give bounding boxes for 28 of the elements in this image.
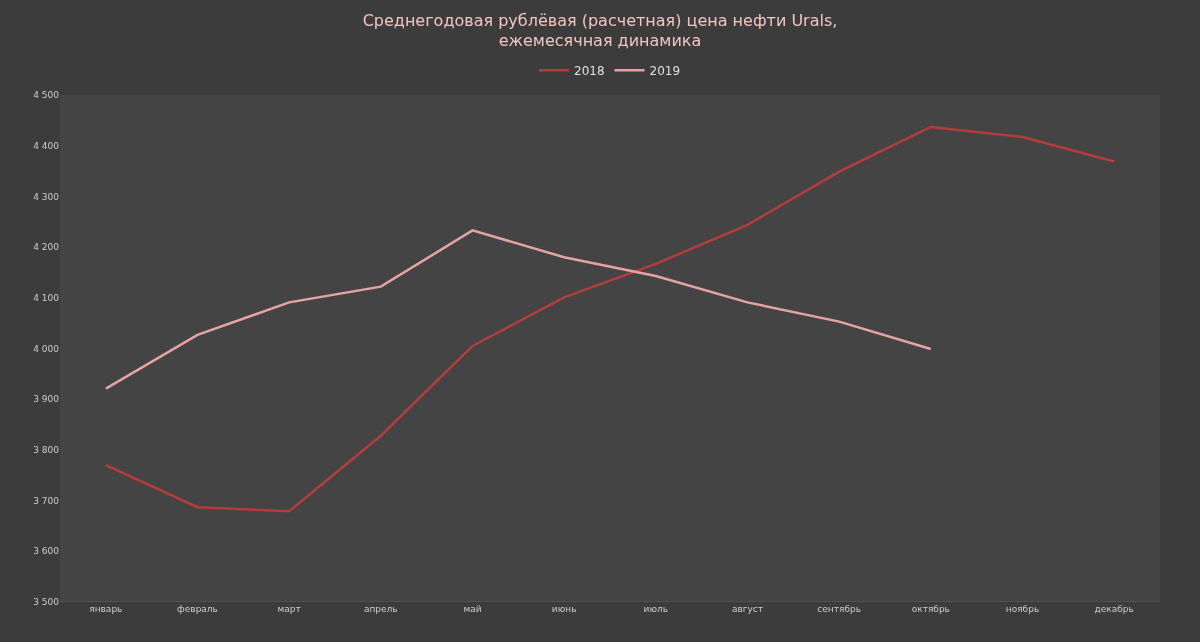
y-tick-label: 4 400 [33, 140, 60, 151]
y-tick-label: 3 500 [33, 597, 60, 608]
x-tick-label: январь [89, 604, 123, 614]
x-tick-label: май [463, 604, 482, 614]
line-series [104, 125, 1116, 513]
y-tick-label: 3 600 [33, 546, 60, 557]
y-tick-label: 3 800 [33, 445, 60, 456]
chart-title: Среднегодовая рублёвая (расчетная) цена нефти Urals, ежемесячная динамика [362, 10, 838, 51]
y-tick-label: 4 300 [33, 191, 60, 202]
x-tick-label: октябрь [911, 604, 950, 614]
legend-label: 2019 [649, 64, 681, 79]
y-tick-label: 4 500 [33, 90, 60, 101]
x-tick-label: сентябрь [817, 604, 861, 614]
y-tick-label: 4 000 [33, 343, 60, 354]
x-tick-label: апрель [363, 604, 398, 614]
y-tick-label: 3 900 [33, 394, 60, 405]
y-tick-label: 4 100 [33, 292, 60, 303]
x-tick-label: август [731, 604, 764, 614]
x-tick-label: февраль [177, 604, 218, 614]
x-tick-label: июль [643, 604, 669, 614]
legend-label: 2018 [574, 64, 605, 79]
x-tick-label: декабрь [1094, 604, 1134, 614]
x-tick-label: июнь [551, 604, 577, 614]
x-tick-label: ноябрь [1005, 604, 1040, 614]
y-tick-label: 4 200 [33, 242, 60, 253]
line-series [104, 229, 933, 390]
y-tick-label: 3 700 [33, 495, 60, 506]
x-tick-label: март [277, 604, 301, 614]
